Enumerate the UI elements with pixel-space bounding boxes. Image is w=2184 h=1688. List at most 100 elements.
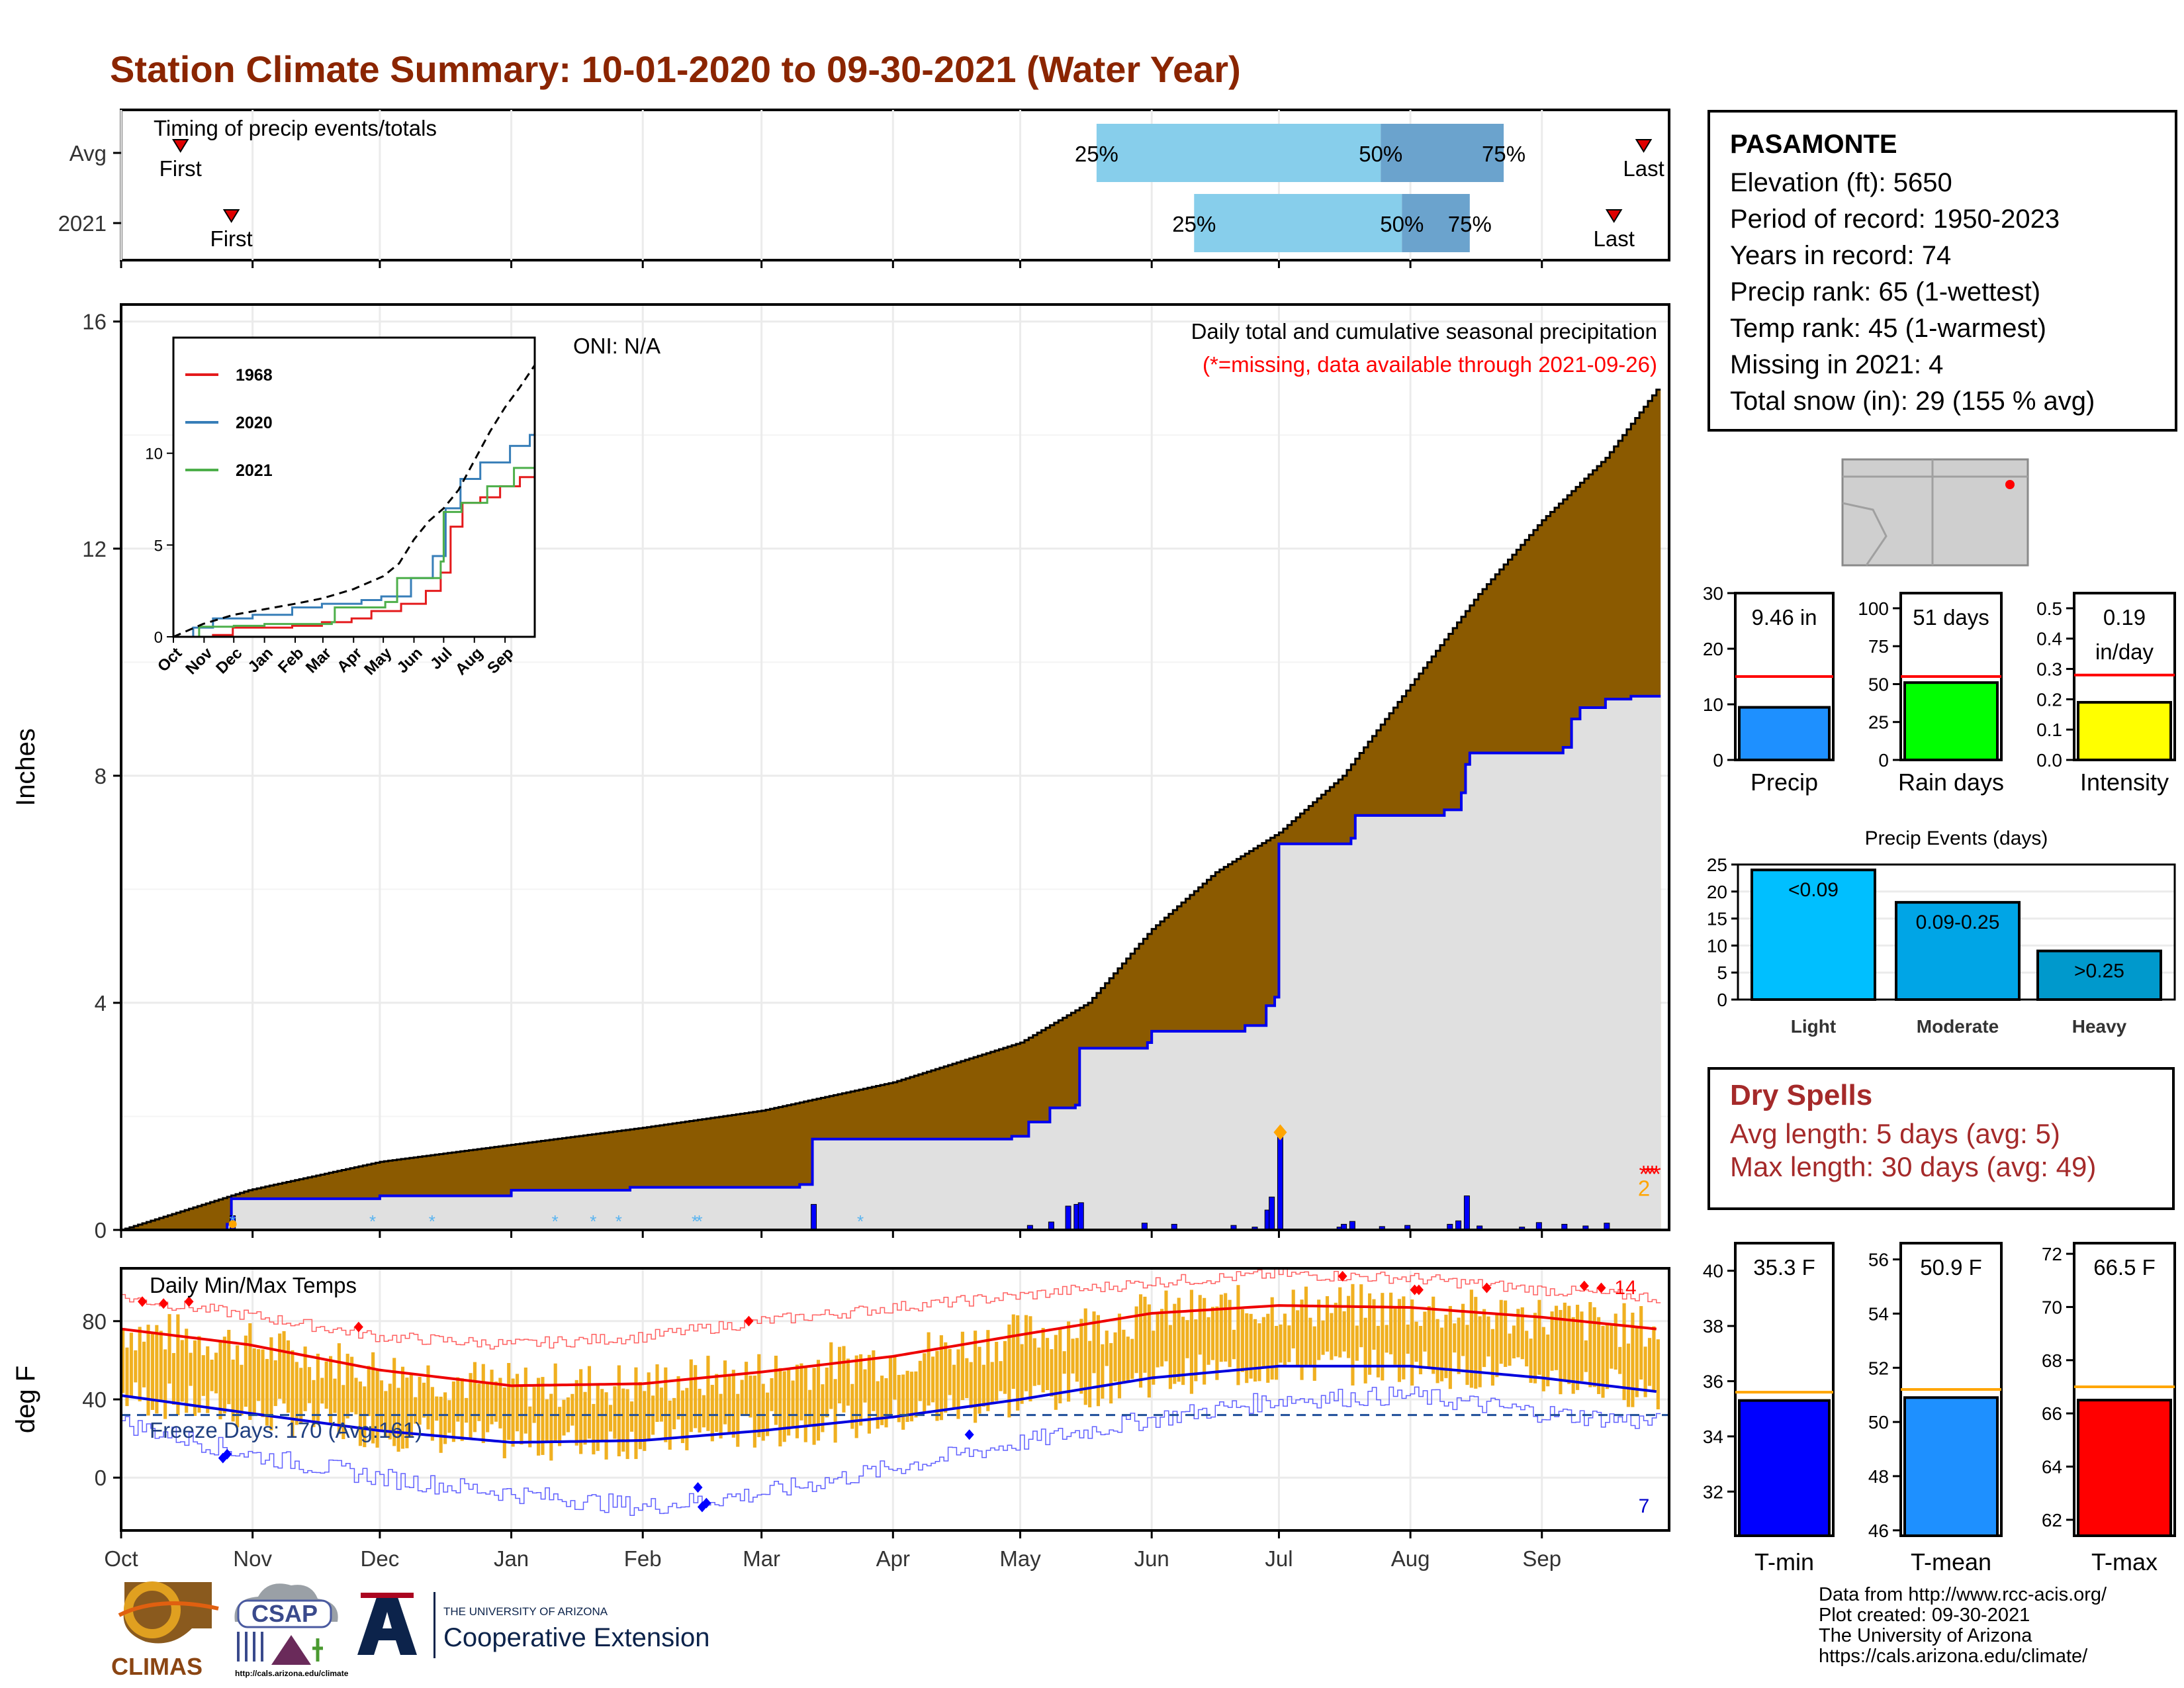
timing-bar-50-75 [1381,124,1504,182]
daily-temp-bar [647,1372,651,1440]
daily-temp-bar [842,1346,846,1413]
daily-temp-bar [1304,1286,1308,1365]
precip-events-title: Precip Events (days) [1865,827,2048,849]
daily-temp-bar [1418,1326,1423,1375]
daily-temp-bar [1261,1317,1265,1368]
month-label: Apr [876,1546,910,1571]
daily-temp-bar [1490,1329,1494,1386]
daily-temp-bar [1016,1315,1020,1411]
daily-temp-bar [1520,1307,1524,1360]
daily-temp-bar [1164,1290,1168,1362]
tmax-summary-y-tick-label: 66 [2042,1403,2062,1424]
daily-temp-bar [1346,1295,1351,1358]
daily-temp-bar [1601,1325,1605,1398]
precip-events-y-tick-label: 25 [1707,855,1727,875]
month-label: Nov [233,1546,272,1571]
daily-temp-bar [447,1400,451,1433]
precip-events-y-tick-label: 0 [1717,990,1727,1010]
daily-temp-bar [265,1358,269,1426]
daily-temp-bar [757,1354,761,1438]
daily-temp-bar [939,1335,943,1421]
daily-temp-bar [1050,1349,1054,1397]
tmean-summary-y-tick-label: 54 [1868,1303,1889,1324]
observed-cumulative-line [121,694,1661,1231]
daily-temp-bar [1101,1344,1105,1399]
daily-temp-bar [1096,1315,1101,1407]
precip-y-tick-label: 8 [95,764,107,788]
daily-temp-bar [358,1381,362,1446]
csap-logo: CSAP http://cals.arizona.edu/climate [234,1583,349,1678]
timing-q75-label: 75% [1448,212,1492,236]
daily-temp-bar [490,1370,494,1425]
record-high-marker [1414,1284,1424,1295]
daily-temp-bar [146,1325,150,1416]
daily-temp-bar [1631,1312,1635,1407]
daily-temp-bar [523,1367,527,1434]
daily-temp-bar [923,1353,927,1413]
daily-temp-bar [1291,1289,1295,1348]
daily-temp-bar [1092,1311,1096,1374]
record-high-count: 14 [1614,1277,1636,1299]
daily-temp-bar [1423,1311,1427,1352]
daily-temp-bar [473,1362,477,1432]
daily-temp-bar [1546,1335,1550,1387]
daily-temp-bar [486,1382,490,1432]
daily-temp-bar [1028,1316,1032,1401]
freeze-days-label: Freeze Days: 170 (Avg:161) [150,1418,422,1442]
month-label: Sep [1522,1546,1561,1571]
daily-temp-bar [443,1392,447,1444]
precip-events-bar-label: 0.09-0.25 [1916,912,2000,933]
timing-q75-label: 75% [1482,142,1525,166]
daily-temp-bar [515,1374,520,1432]
rain-days-summary-y-tick-label: 25 [1868,712,1889,733]
daily-temp-bar [918,1360,922,1401]
daily-temp-bar [477,1383,481,1421]
daily-temp-bar [1512,1325,1516,1359]
daily-temp-bar [1486,1316,1490,1357]
daily-temp-bar [1643,1346,1647,1397]
daily-temp-bar [240,1364,244,1416]
daily-temp-bar [685,1387,689,1450]
oni-label: ONI: N/A [573,334,660,358]
daily-temp-bar [460,1378,464,1441]
daily-temp-bar [1410,1299,1414,1386]
daily-temp-bar [1427,1306,1431,1368]
intensity-summary-y-tick-label: 0.0 [2036,750,2062,771]
daily-temp-bar [1397,1299,1402,1382]
daily-temp-bar [320,1378,324,1404]
daily-temp-bar [189,1352,193,1386]
daily-temp-bar [324,1361,328,1409]
daily-temp-bar [664,1367,668,1442]
daily-temp-bar [931,1356,935,1403]
daily-temp-bar [1032,1338,1036,1386]
record-high-marker [1596,1282,1606,1293]
daily-temp-bar [952,1364,956,1409]
daily-temp-bar [1402,1296,1406,1380]
inset-y-tick-label: 0 [154,629,163,647]
ua-name: THE UNIVERSITY OF ARIZONA [443,1605,608,1618]
daily-temp-bar [574,1380,578,1446]
daily-temp-bar [948,1348,952,1395]
daily-temp-bar [1215,1306,1219,1380]
daily-temp-bar [1351,1284,1355,1386]
precip-y-tick-label: 4 [95,991,107,1015]
tmax-summary-y-tick-label: 68 [2042,1350,2062,1371]
daily-temp-bar [142,1341,146,1387]
daily-temp-bar [1529,1338,1533,1383]
daily-temp-bar [1537,1299,1541,1375]
precip-events-category: Moderate [1917,1016,1999,1037]
daily-temp-bar [451,1381,455,1442]
daily-temp-bar [1296,1310,1300,1366]
daily-temp-bar [604,1392,608,1460]
daily-temp-bar [1330,1313,1334,1360]
daily-temp-bar [935,1350,939,1421]
daily-temp-bar [494,1382,498,1422]
intensity-summary-value-label: 0.19 [2103,605,2146,630]
daily-temp-bar [350,1356,354,1413]
record-low-marker [222,1448,232,1460]
daily-temp-bar [833,1379,837,1443]
daily-temp-bar [1321,1320,1325,1355]
daily-temp-bar [974,1331,978,1423]
daily-temp-bar [672,1397,676,1430]
daily-temp-bar [1338,1287,1342,1358]
